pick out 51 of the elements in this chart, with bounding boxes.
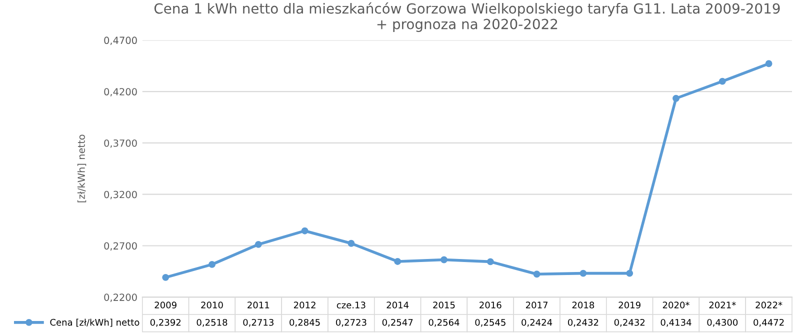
- x-tick-label: 2017: [526, 302, 548, 308]
- x-tick-label: 2009: [154, 302, 176, 308]
- x-tick-label: 2014: [386, 302, 409, 308]
- x-tick-label: 2012: [294, 302, 316, 308]
- data-label: 0,2392: [150, 318, 180, 327]
- x-tick-label: cze.13: [336, 302, 366, 308]
- y-tick-label: 0,3200: [104, 190, 137, 200]
- point: [486, 258, 494, 266]
- data-label: 0,4472: [754, 318, 784, 327]
- y-tick-label: 0,2700: [104, 242, 137, 251]
- data-label: 0,2713: [243, 318, 274, 327]
- y-tick-label: 0,4700: [104, 36, 137, 46]
- point: [440, 256, 448, 264]
- point: [672, 94, 680, 102]
- data-label: 0,2518: [196, 318, 228, 327]
- data-label: 0,2845: [290, 318, 320, 327]
- data-label: 0,4134: [660, 318, 692, 327]
- data-label: 0,2424: [522, 318, 552, 327]
- point: [394, 258, 402, 265]
- x-tick-label: 2018: [572, 302, 594, 308]
- x-tick-label: 2010: [201, 302, 223, 308]
- point: [533, 270, 540, 278]
- x-tick-label: 2019: [618, 302, 640, 308]
- x-tick-label: 2011: [248, 302, 270, 308]
- data-label: 0,2432: [568, 318, 598, 327]
- point: [208, 260, 216, 268]
- data-label: 0,2545: [475, 318, 506, 327]
- data-label: 0,2432: [614, 318, 644, 327]
- y-tick-label: 0,4200: [104, 88, 137, 96]
- x-tick-label: 2015: [433, 302, 455, 308]
- point: [301, 227, 308, 234]
- y-axis-title: [zł/kWh] netto: [77, 134, 86, 202]
- point: [765, 60, 772, 68]
- chart-title: Cena 1 kWh netto dla mieszkańców Gorzowa Wielkopolskiego taryfa G11. Lata 2009-2019 + prognoza na 2020-2022: [154, 2, 780, 32]
- x-tick-label: 2020*: [662, 302, 690, 308]
- data-label: 0,4300: [707, 318, 738, 327]
- data-label: 0,2547: [382, 318, 413, 327]
- x-tick-label: 2022*: [756, 302, 782, 308]
- point: [718, 78, 726, 85]
- point: [626, 270, 634, 277]
- legend-label: Cena [zł/kWh] netto: [50, 318, 140, 327]
- data-label: 0,2723: [336, 318, 366, 327]
- y-tick-label: 0,2200: [104, 294, 137, 302]
- point: [162, 274, 170, 281]
- point: [254, 240, 262, 248]
- x-tick-label: 2021*: [709, 302, 736, 308]
- point: [580, 270, 587, 277]
- x-tick-label: 2016: [480, 302, 502, 308]
- data-label: 0,2564: [428, 318, 460, 327]
- point: [348, 240, 355, 247]
- y-tick-label: 0,3700: [104, 139, 137, 148]
